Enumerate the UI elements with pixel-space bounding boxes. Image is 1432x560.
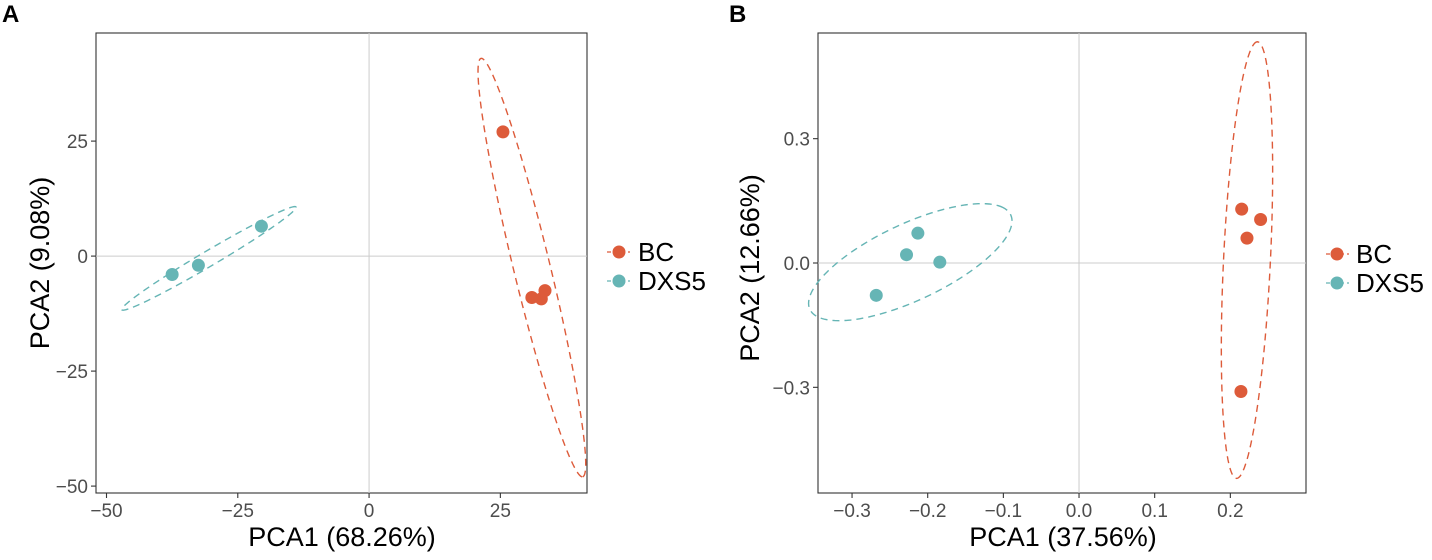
legend-a-bc-key	[612, 245, 626, 259]
panel-b-point-bc	[1240, 231, 1254, 245]
panel-b-y-axis-title: PCA2 (12.66%)	[735, 174, 765, 362]
legend-b-bc-label: BC	[1356, 239, 1392, 269]
panel-a-point-bc	[538, 284, 552, 298]
legend-b-dxs5-label: DXS5	[1356, 268, 1424, 298]
panel-a: A −50 −25 0 25 −50 −25 0 25 PCA1 (68.26%) PCA2…	[2, 1, 706, 552]
panel-a-point-dxs5	[254, 219, 268, 233]
panel-a-y-tick-label: 25	[67, 132, 88, 153]
panel-a-y-axis-title: PCA2 (9.08%)	[25, 177, 55, 350]
panel-b-x-tick-label: 0.0	[1066, 501, 1092, 522]
panel-b-points	[869, 202, 1268, 398]
panel-a-x-axis-title: PCA1 (68.26%)	[248, 522, 436, 552]
panel-b-x-axis-title: PCA1 (37.56%)	[969, 522, 1157, 552]
panel-b-point-dxs5	[933, 255, 947, 269]
panel-a-ellipse-bc	[477, 57, 587, 478]
panel-a-point-bc	[496, 125, 510, 139]
panel-b-point-bc	[1254, 212, 1268, 226]
panel-b-x-tick-label: 0.1	[1141, 501, 1167, 522]
panel-a-x-tick-label: 25	[490, 501, 511, 522]
panel-b-x-tick-label: −0.1	[985, 501, 1023, 522]
panel-b-letter: B	[729, 1, 746, 28]
panel-b-x-ticks: −0.3 −0.2 −0.1 0.0 0.1 0.2	[833, 493, 1244, 522]
panel-b-ellipses	[807, 41, 1274, 480]
panel-a-x-tick-label: −50	[90, 501, 122, 522]
panel-b-point-dxs5	[869, 288, 883, 302]
panel-b: B −0.3 −0.2 −0.1 0.0 0.1 0.2 −0.3 0.0 0.3 PCA1 …	[729, 1, 1424, 552]
panel-b-y-tick-label: 0.3	[784, 130, 810, 151]
panel-a-y-ticks: −50 −25 0 25	[56, 132, 96, 498]
legend-b-dxs5-key	[1330, 276, 1344, 290]
panel-a-y-tick-label: −50	[56, 477, 88, 498]
panel-b-point-dxs5	[900, 248, 914, 262]
panel-b-y-tick-label: 0.0	[784, 254, 810, 275]
panel-b-point-dxs5	[911, 226, 925, 240]
panel-a-letter: A	[2, 1, 19, 28]
panel-b-legend: BC DXS5	[1326, 239, 1424, 298]
legend-b-bc-key	[1330, 247, 1344, 261]
panel-b-x-tick-label: −0.3	[833, 501, 871, 522]
panel-a-ellipses	[120, 57, 587, 478]
panel-a-reference-lines	[96, 33, 587, 493]
panel-b-point-bc	[1235, 202, 1249, 216]
panel-b-ellipse-dxs5	[807, 202, 1013, 322]
panel-a-points	[165, 125, 552, 306]
panel-a-y-tick-label: −25	[56, 362, 88, 383]
panel-b-ellipse-bc	[1220, 41, 1274, 480]
panel-a-x-tick-label: −25	[222, 501, 254, 522]
panel-b-x-tick-label: 0.2	[1217, 501, 1243, 522]
panel-b-y-tick-label: −0.3	[772, 378, 810, 399]
panel-b-y-ticks: −0.3 0.0 0.3	[772, 130, 818, 399]
panel-b-reference-lines	[818, 33, 1306, 493]
panel-a-ellipse-dxs5	[120, 205, 297, 311]
panel-b-x-tick-label: −0.2	[909, 501, 947, 522]
panel-a-x-tick-label: 0	[364, 501, 375, 522]
panel-a-point-dxs5	[165, 268, 179, 281]
panel-a-point-dxs5	[191, 258, 205, 272]
panel-b-point-bc	[1234, 384, 1248, 398]
panel-a-y-tick-label: 0	[77, 247, 88, 268]
panel-a-legend: BC DXS5	[607, 237, 706, 296]
panel-a-x-ticks: −50 −25 0 25	[90, 493, 511, 522]
panel-a-plot-area	[95, 32, 588, 494]
legend-a-bc-label: BC	[638, 237, 674, 267]
legend-a-dxs5-key	[612, 274, 626, 288]
legend-a-dxs5-label: DXS5	[638, 266, 706, 296]
